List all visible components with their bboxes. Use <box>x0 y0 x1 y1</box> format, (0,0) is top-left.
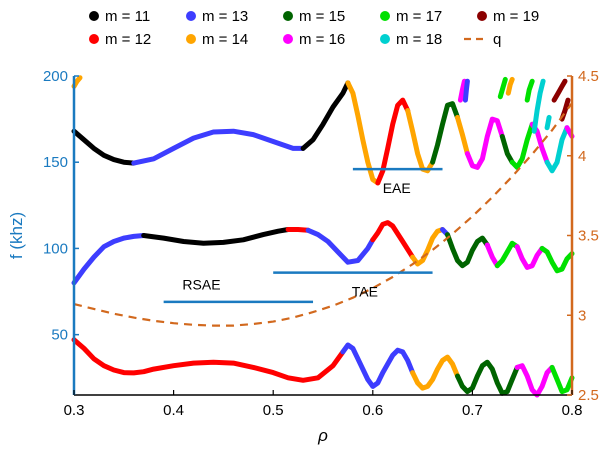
legend-label: m = 13 <box>202 8 248 25</box>
series-2-segment-m18 <box>544 125 570 174</box>
series-1-segment-m12 <box>285 227 311 233</box>
legend-label: m = 15 <box>299 8 345 25</box>
legend-marker <box>380 11 390 21</box>
series-0-segment-m16 <box>514 363 555 398</box>
series-3-segment-m17 <box>524 78 535 103</box>
x-axis-label: ρ <box>317 426 328 445</box>
series-1-segment-m16 <box>514 244 545 270</box>
series-1-segment-m11 <box>141 227 291 246</box>
y-tick-left-label: 100 <box>43 240 68 257</box>
rsae-label: RSAE <box>182 277 220 293</box>
legend-label: m = 18 <box>396 31 442 48</box>
series-1-segment-m14 <box>410 227 445 267</box>
series-0-segment-m12 <box>71 337 346 383</box>
eae-label: EAE <box>383 180 411 196</box>
series-2-segment-m12 <box>375 97 411 186</box>
series-2-segment-m11 <box>71 128 137 166</box>
series-2-segment-m14 <box>405 108 436 174</box>
series-2-segment-m13 <box>131 128 306 166</box>
legend-label: m = 11 <box>105 8 150 25</box>
q-profile-line <box>73 102 573 327</box>
x-tick-label: 0.3 <box>64 402 85 419</box>
legend-label: m = 17 <box>396 8 442 25</box>
legend-marker <box>477 11 487 21</box>
y-tick-left-label: 200 <box>43 68 68 85</box>
series-2-segment-m11 <box>300 80 351 151</box>
series-0-segment-m14 <box>410 354 460 391</box>
series-2-segment-m17 <box>509 121 535 170</box>
annotation-layer: EAE TAE RSAE <box>163 167 443 304</box>
x-tick-label: 0.4 <box>163 402 184 419</box>
y-tick-right-label: 3 <box>578 307 586 324</box>
series-1-segment-m17 <box>494 240 520 269</box>
legend-label: m = 16 <box>299 31 345 48</box>
series-0-segment-m13 <box>340 342 416 389</box>
y-tick-right-label: 4.5 <box>578 68 599 85</box>
legend-marker <box>283 34 293 44</box>
legend-marker <box>186 11 196 21</box>
legend-label: q <box>493 31 501 48</box>
series-layer <box>71 75 575 398</box>
y-tick-right-label: 2.5 <box>578 387 599 404</box>
series-1-segment-m15 <box>445 232 490 269</box>
series-3-segment-m14 <box>505 76 515 96</box>
legend-marker <box>283 11 293 21</box>
series-3-segment-m16 <box>457 78 467 103</box>
tae-label: TAE <box>352 284 378 300</box>
y-tick-left-label: 150 <box>43 154 68 171</box>
series-2-segment-m14 <box>455 114 470 157</box>
legend-label: m = 12 <box>105 31 151 48</box>
series-2-segment-m15 <box>499 133 515 165</box>
legend: m = 11 m = 13 m = 15 m = 17 m = 19 m = 12 m = … <box>89 8 539 48</box>
legend-marker <box>380 34 390 44</box>
series-1-segment-m16 <box>484 242 500 269</box>
x-tick-label: 0.5 <box>263 402 284 419</box>
series-3-segment-m13 <box>462 78 470 103</box>
q-profile-layer <box>73 102 573 327</box>
series-3-segment-m18 <box>531 78 546 134</box>
series-0-segment-m17 <box>549 364 575 395</box>
series-1-segment-m17 <box>539 245 575 274</box>
x-tick-label: 0.6 <box>362 402 383 419</box>
x-tick-label: 0.7 <box>462 402 483 419</box>
legend-label: m = 14 <box>202 31 248 48</box>
series-0-segment-m15 <box>455 359 520 396</box>
series-1-segment-m13 <box>71 233 147 286</box>
y-axis-label: f (khz) <box>7 212 26 259</box>
y-tick-right-label: 4 <box>578 148 586 165</box>
legend-label: m = 19 <box>493 8 539 25</box>
legend-marker <box>89 34 99 44</box>
series-3-segment-m17 <box>497 76 508 100</box>
series-3-segment-m19 <box>551 78 568 103</box>
x-tick-label: 0.8 <box>562 402 583 419</box>
series-3-segment-m18 <box>544 114 552 131</box>
series-2-segment-m15 <box>430 101 460 165</box>
axes-layer: 0.3 0.4 0.5 0.6 0.7 0.8 50 100 150 200 2.5 3 3.5 4 4.5 <box>43 68 599 419</box>
y-tick-left-label: 50 <box>51 327 68 344</box>
series-1-segment-m12 <box>370 220 416 260</box>
series-2-segment-m16 <box>464 116 505 170</box>
legend-marker <box>89 11 99 21</box>
legend-marker <box>186 34 196 44</box>
y-tick-right-label: 3.5 <box>578 228 599 245</box>
series-2-segment-m14 <box>345 80 381 186</box>
series-1-segment-m13 <box>305 227 376 265</box>
